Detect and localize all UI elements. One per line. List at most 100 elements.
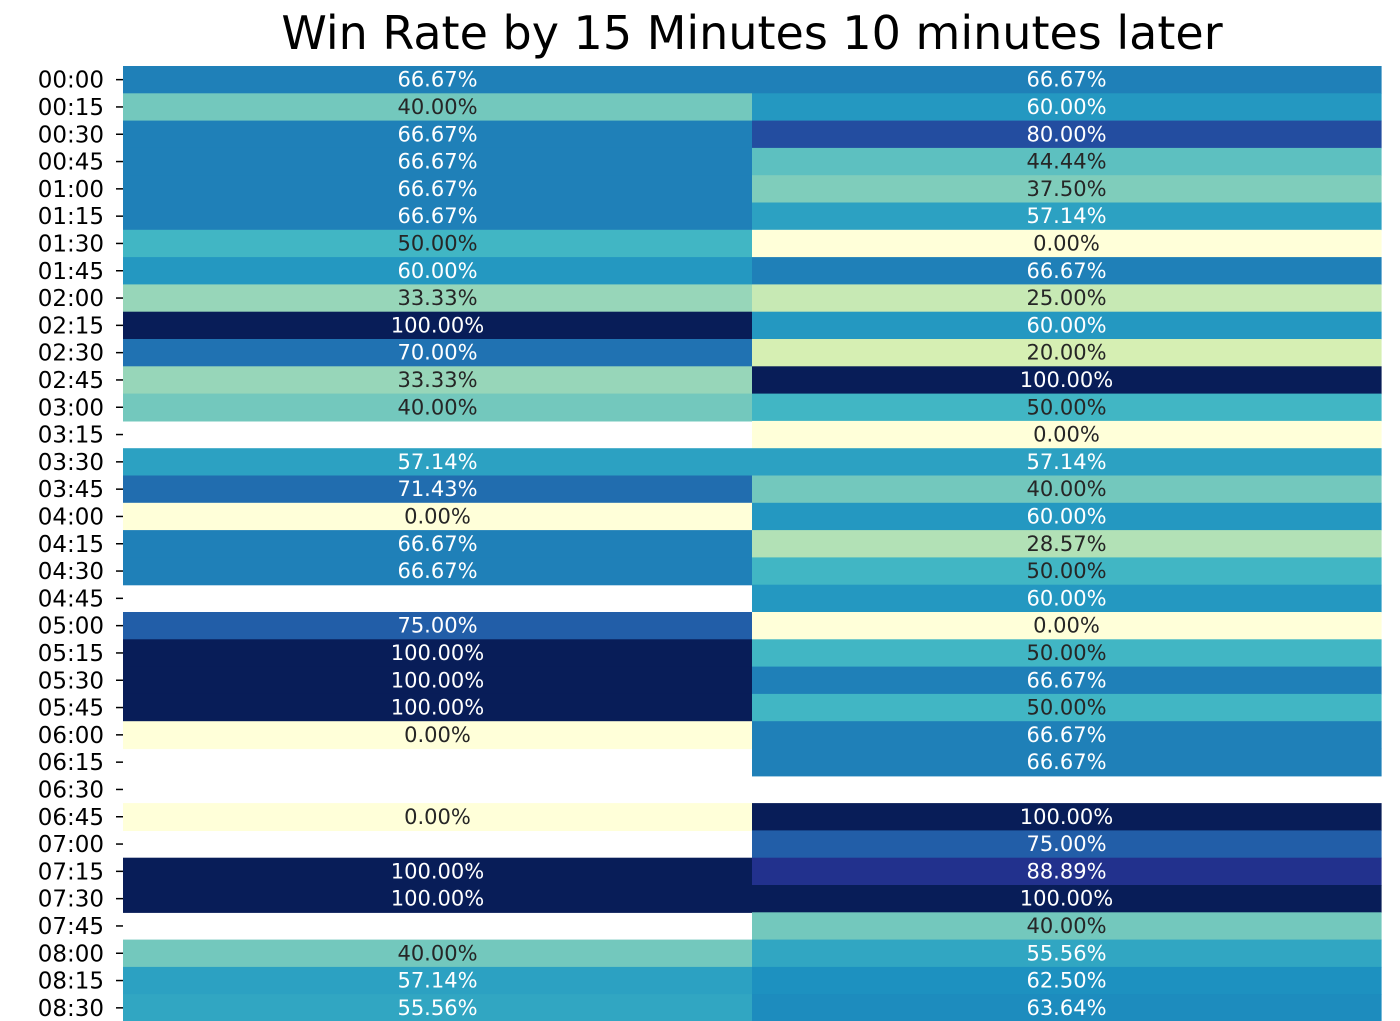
heatmap-cell xyxy=(752,693,1382,722)
heatmap-cell xyxy=(123,803,753,831)
y-tick-label: 01:00 xyxy=(38,177,104,203)
heatmap-cell xyxy=(752,557,1382,586)
y-tick-label: 03:45 xyxy=(38,477,104,503)
cell-value-label: 40.00% xyxy=(397,95,477,119)
cell-value-label: 57.14% xyxy=(397,969,477,993)
cell-value-label: 66.67% xyxy=(397,559,477,583)
y-tick-label: 01:30 xyxy=(38,231,104,257)
heatmap-cell xyxy=(752,666,1382,695)
cell-value-label: 60.00% xyxy=(1026,504,1106,528)
cell-value-label: 50.00% xyxy=(1026,559,1106,583)
cell-value-label: 57.14% xyxy=(1026,204,1106,228)
cell-value-label: 100.00% xyxy=(391,641,484,665)
cell-value-label: 0.00% xyxy=(404,805,471,829)
cell-value-label: 100.00% xyxy=(391,696,484,720)
cell-value-label: 40.00% xyxy=(397,395,477,419)
heatmap-cell xyxy=(123,448,753,477)
y-tick-label: 07:00 xyxy=(38,832,104,858)
cell-value-label: 66.67% xyxy=(1026,668,1106,692)
heatmap-cell xyxy=(752,257,1382,285)
heatmap-cell xyxy=(123,639,753,668)
heatmap-cell xyxy=(752,93,1382,122)
cell-value-label: 88.89% xyxy=(1026,859,1106,883)
cell-value-label: 80.00% xyxy=(1026,122,1106,146)
y-tick-label: 06:45 xyxy=(38,805,104,831)
heatmap-cell xyxy=(123,311,753,340)
cell-value-label: 0.00% xyxy=(404,504,471,528)
heatmap-cell xyxy=(123,666,753,695)
heatmap-cell xyxy=(752,639,1382,668)
heatmap-cell xyxy=(752,939,1382,968)
cell-value-label: 57.14% xyxy=(1026,450,1106,474)
cell-value-label: 66.67% xyxy=(397,204,477,228)
cell-value-label: 55.56% xyxy=(1026,941,1106,965)
y-tick-label: 06:00 xyxy=(38,723,104,749)
cell-value-label: 70.00% xyxy=(397,341,477,365)
y-tick-label: 08:00 xyxy=(38,941,104,967)
heatmap-cell xyxy=(752,120,1382,149)
heatmap-cell xyxy=(123,857,753,886)
heatmap-cell xyxy=(123,93,753,122)
y-tick-label: 07:45 xyxy=(38,914,104,940)
cell-value-label: 60.00% xyxy=(1026,95,1106,119)
cell-value-label: 50.00% xyxy=(1026,696,1106,720)
heatmap-cell xyxy=(752,803,1382,831)
y-tick-label: 00:45 xyxy=(38,150,104,176)
cell-value-label: 57.14% xyxy=(397,450,477,474)
heatmap-cell xyxy=(123,502,753,531)
heatmap-cell xyxy=(752,830,1382,859)
cell-value-label: 100.00% xyxy=(391,313,484,337)
heatmap-cell xyxy=(752,147,1382,176)
cell-value-label: 100.00% xyxy=(1020,887,1113,911)
y-tick-label: 00:15 xyxy=(38,95,104,121)
y-tick-label: 06:15 xyxy=(38,750,104,776)
y-tick-label: 02:30 xyxy=(38,341,104,367)
heatmap-cell xyxy=(752,475,1382,504)
heatmap-cell xyxy=(752,912,1382,941)
y-tick-label: 03:30 xyxy=(38,450,104,476)
cell-value-label: 60.00% xyxy=(1026,313,1106,337)
y-tick-label: 05:00 xyxy=(38,614,104,640)
heatmap-cell xyxy=(123,202,753,231)
heatmap-cell xyxy=(752,366,1382,395)
heatmap-cell xyxy=(752,584,1382,613)
cell-value-label: 20.00% xyxy=(1026,341,1106,365)
cell-value-label: 37.50% xyxy=(1026,177,1106,201)
cell-value-label: 66.67% xyxy=(397,122,477,146)
heatmap-cell xyxy=(752,502,1382,531)
y-tick-label: 08:15 xyxy=(38,969,104,995)
heatmap-cell xyxy=(752,966,1382,995)
cell-value-label: 28.57% xyxy=(1026,532,1106,556)
cell-value-label: 75.00% xyxy=(1026,832,1106,856)
heatmap-cell xyxy=(752,885,1382,913)
cell-value-label: 66.67% xyxy=(1026,259,1106,283)
heatmap-cell xyxy=(123,557,753,586)
cell-value-label: 100.00% xyxy=(1020,368,1113,392)
cell-value-label: 66.67% xyxy=(1026,68,1106,92)
cell-value-label: 0.00% xyxy=(1033,423,1100,447)
heatmap-cell xyxy=(752,311,1382,340)
heatmap-cell xyxy=(123,612,753,640)
heatmap-cell xyxy=(123,530,753,558)
heatmap-cell xyxy=(752,420,1382,449)
heatmap-cell xyxy=(752,748,1382,777)
cell-value-label: 100.00% xyxy=(391,668,484,692)
y-tick-label: 02:15 xyxy=(38,313,104,339)
y-tick-label: 03:15 xyxy=(38,423,104,449)
cell-value-label: 50.00% xyxy=(397,231,477,255)
cell-value-label: 100.00% xyxy=(391,887,484,911)
heatmap-cell xyxy=(123,175,753,204)
cell-value-label: 66.67% xyxy=(1026,723,1106,747)
heatmap-cell xyxy=(123,693,753,722)
y-tick-label: 04:30 xyxy=(38,559,104,585)
heatmap-cell xyxy=(752,857,1382,886)
heatmap-cell-labels: 66.67% 40.00% 66.67% 66.67% 66.67% 66.67% 50.0… xyxy=(391,68,1113,1020)
y-tick-label: 00:30 xyxy=(38,122,104,148)
cell-value-label: 75.00% xyxy=(397,614,477,638)
cell-value-label: 60.00% xyxy=(397,259,477,283)
heatmap-cell xyxy=(752,339,1382,367)
y-tick-label: 01:45 xyxy=(38,259,104,285)
heatmap-cell xyxy=(123,66,753,94)
cell-value-label: 33.33% xyxy=(397,286,477,310)
y-tick-label: 02:45 xyxy=(38,368,104,394)
